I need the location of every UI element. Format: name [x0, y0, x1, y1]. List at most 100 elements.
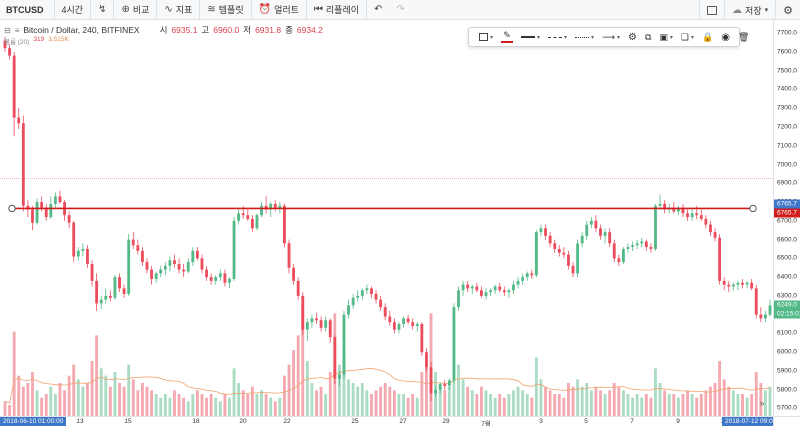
volume-bar: [539, 379, 543, 416]
candle-body: [113, 277, 117, 298]
volume-bar: [237, 383, 241, 416]
save-button[interactable]: ☁ 저장 ▾: [724, 0, 775, 20]
visibility-button[interactable]: ◉: [717, 28, 734, 46]
volume-bar: [640, 397, 644, 416]
visual-order-button[interactable]: ▣ ▾: [655, 28, 677, 46]
time-tick-label: 13: [76, 418, 84, 425]
arrow-line-icon: ⟶: [602, 31, 615, 42]
candle-body: [205, 269, 208, 278]
candle-body: [644, 241, 648, 248]
volume-bar: [713, 383, 717, 416]
candle-body: [631, 245, 634, 248]
line-end-button[interactable]: ▾: [571, 28, 598, 46]
volume-bar: [342, 357, 346, 416]
volume-bar: [567, 383, 570, 416]
volume-bar: [3, 401, 7, 416]
candle-style-button[interactable]: ↯: [91, 0, 115, 19]
candle-body: [544, 228, 547, 236]
collapse-icon[interactable]: ⊟: [4, 25, 11, 35]
price-chart[interactable]: [0, 20, 773, 416]
time-axis[interactable]: 13151820222527297월3579112018-06-10 01:00…: [0, 416, 789, 426]
candle-body: [237, 213, 241, 221]
volume-bar: [699, 394, 703, 416]
volume-bar: [163, 394, 167, 416]
volume-bar: [484, 390, 488, 416]
price-tick-label: 6000.0: [777, 348, 797, 356]
candle-body: [81, 248, 85, 251]
candle-body: [255, 215, 259, 229]
candle-body: [699, 215, 703, 219]
volume-bar: [466, 386, 470, 416]
volume-bar: [672, 394, 676, 416]
alarm-clock-icon: ⏰: [258, 4, 272, 15]
undo-button[interactable]: ↶: [367, 0, 389, 19]
scroll-right-icon[interactable]: »: [759, 398, 765, 408]
chevron-down-icon: ▾: [564, 34, 568, 41]
clone-button[interactable]: ⧉: [641, 28, 655, 46]
price-tick-label: 7400.0: [777, 85, 797, 93]
volume-bar: [76, 379, 80, 416]
alert-button[interactable]: ⏰ 얼러트: [252, 0, 307, 19]
candle-body: [452, 307, 456, 381]
volume-bar: [447, 386, 451, 416]
candle-body: [589, 220, 593, 225]
settings-button[interactable]: ⚙: [775, 0, 800, 20]
candle-body: [150, 269, 154, 279]
candle-body: [580, 235, 584, 244]
fullscreen-button[interactable]: [699, 0, 724, 20]
low-label: 저: [243, 25, 252, 35]
candle-body: [260, 205, 263, 216]
symbol-search[interactable]: BTCUSD: [0, 0, 55, 19]
replay-button[interactable]: ⏮ 리플레이: [307, 0, 368, 19]
close-label: 종: [285, 25, 293, 35]
candle-body: [310, 318, 314, 323]
volume-bar: [475, 394, 479, 416]
indicators-button[interactable]: ∿ 지표: [157, 0, 201, 19]
candle-body: [534, 232, 538, 276]
volume-bar: [173, 390, 176, 416]
compare-button[interactable]: ⊕ 비교: [114, 0, 158, 19]
trash-icon: 🗑: [737, 31, 750, 42]
candle-body: [122, 288, 126, 295]
pen-color-button[interactable]: ✎: [497, 28, 517, 46]
candle-body: [154, 273, 158, 279]
arrow-line-button[interactable]: ⟶ ▾: [598, 28, 624, 46]
menu-icon[interactable]: ≡: [14, 25, 20, 35]
candle-body: [392, 322, 396, 330]
candle-body: [695, 213, 699, 216]
line-style-button[interactable]: ▾: [544, 28, 571, 46]
candle-body: [370, 288, 373, 295]
volume-value: 319: [33, 36, 45, 43]
price-axis[interactable]: 7700.0 7600.0 7500.0 7400.0 7300.0 7200.0 7100…: [773, 20, 800, 416]
candle-body: [163, 265, 167, 270]
candle-body: [617, 258, 621, 263]
candle-body: [763, 314, 767, 319]
volume-bar: [269, 397, 273, 416]
candle-body: [548, 235, 552, 244]
volume-bar: [750, 394, 754, 416]
settings-button[interactable]: ⚙: [624, 28, 641, 46]
volume-bar: [768, 386, 772, 416]
volume-bar: [727, 386, 731, 416]
replay-label: 리플레이: [325, 5, 360, 15]
template-button[interactable]: ▾: [475, 28, 497, 46]
volume-bar: [626, 394, 630, 416]
volume-bar: [594, 386, 598, 416]
volume-bar: [319, 386, 323, 416]
line-width-button[interactable]: ▾: [517, 28, 544, 46]
interval-label: 4시간: [61, 5, 84, 15]
pen-icon: ✎: [501, 31, 514, 43]
candle-body: [479, 290, 483, 296]
candle-body: [3, 40, 7, 49]
volume-bar: [571, 386, 575, 416]
copy-button[interactable]: ❏ ▾: [677, 28, 698, 46]
lock-button[interactable]: 🔒: [698, 28, 717, 46]
templates-button[interactable]: ≋ 템플릿: [200, 0, 252, 19]
redo-button[interactable]: ↷: [389, 0, 411, 19]
redo-icon: ↷: [396, 4, 405, 15]
price-tick-label: 6100.0: [777, 329, 797, 337]
volume-bar: [631, 397, 634, 416]
time-tick-label: 29: [442, 418, 450, 425]
interval-button[interactable]: 4시간: [55, 0, 92, 19]
delete-button[interactable]: 🗑: [734, 28, 753, 46]
